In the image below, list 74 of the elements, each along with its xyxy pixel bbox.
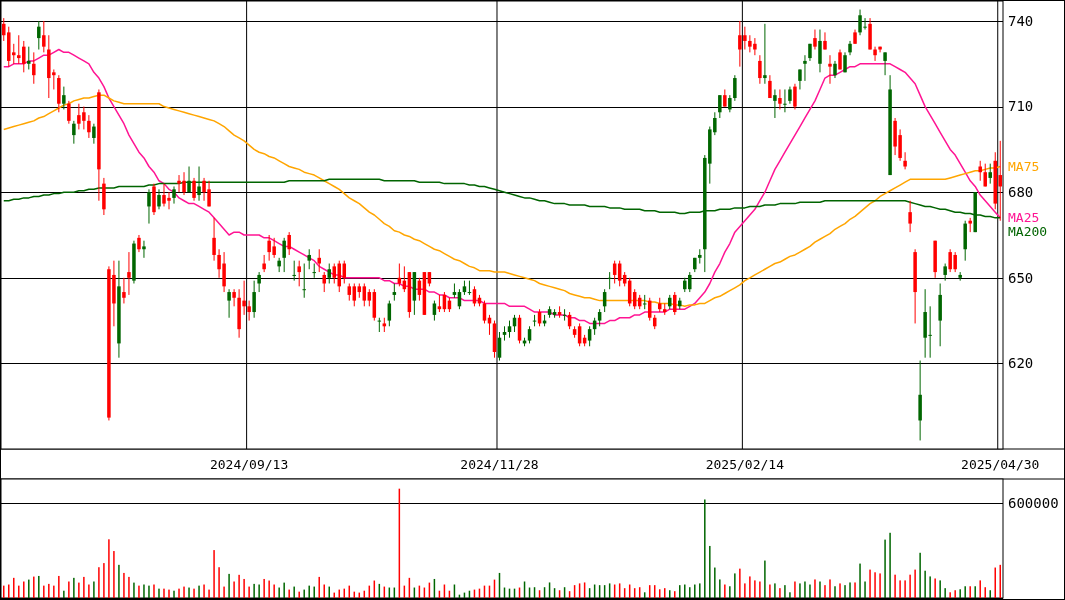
candlestick	[758, 54, 762, 85]
candlestick	[332, 263, 336, 284]
candlestick	[432, 300, 437, 322]
y-tick-label: 740	[1008, 12, 1034, 29]
candlestick	[287, 231, 291, 256]
candlestick	[262, 254, 266, 273]
candlestick	[302, 263, 306, 299]
candlestick	[322, 271, 326, 293]
candlestick	[147, 188, 151, 225]
candlestick	[793, 83, 797, 110]
candlestick	[317, 248, 321, 273]
candlestick	[803, 54, 807, 82]
candlestick	[92, 123, 96, 145]
x-tick-label: 2024/09/13	[209, 457, 289, 472]
y-tick-label: 600000	[1008, 494, 1059, 511]
candlestick	[37, 20, 41, 51]
series-label: MA25	[1008, 210, 1040, 226]
candlestick	[257, 271, 261, 293]
candlestick	[773, 88, 777, 119]
candlestick	[32, 51, 36, 85]
candlestick	[247, 300, 251, 322]
candlestick	[87, 114, 91, 139]
candlestick	[352, 283, 357, 307]
candlestick	[908, 200, 912, 233]
candlestick	[282, 237, 286, 273]
candlestick	[312, 263, 316, 279]
y-tick-label: 620	[1008, 355, 1034, 372]
candlestick	[172, 185, 176, 205]
candlestick	[673, 291, 677, 316]
candlestick	[212, 217, 216, 262]
candlestick	[72, 120, 76, 145]
y-tick-label: 710	[1008, 98, 1034, 115]
candlestick	[763, 23, 767, 85]
candlestick	[873, 46, 877, 62]
candlestick	[883, 51, 887, 76]
candlestick	[783, 88, 787, 113]
candlestick	[818, 29, 822, 73]
series-label: MA200	[1008, 224, 1048, 240]
candlestick	[62, 86, 66, 110]
x-tick-label: 2025/02/14	[705, 457, 785, 472]
series-label: MA75	[1008, 159, 1040, 175]
candlestick	[387, 300, 392, 327]
candlestick	[232, 288, 236, 307]
candlestick	[828, 54, 832, 85]
x-tick-label: 2025/04/30	[961, 457, 1040, 472]
candlestick	[157, 188, 161, 210]
candlestick	[42, 20, 46, 53]
candlestick	[778, 88, 782, 110]
candlestick	[798, 68, 802, 90]
candlestick	[297, 260, 301, 287]
candlestick	[292, 260, 296, 282]
y-tick-label: 650	[1008, 269, 1034, 286]
y-tick-label: 680	[1008, 184, 1034, 201]
candlestick	[718, 94, 722, 119]
candlestick	[27, 46, 31, 70]
candlestick	[127, 251, 131, 296]
candlestick	[67, 100, 71, 125]
candlestick	[227, 288, 231, 319]
candlestick	[142, 240, 146, 259]
candlestick	[978, 160, 982, 182]
candlestick	[823, 31, 827, 51]
candlestick	[122, 277, 126, 304]
candlestick	[362, 283, 367, 307]
x-tick-label: 2024/11/28	[460, 457, 539, 472]
candlestick	[587, 325, 592, 347]
candlestick	[252, 280, 256, 319]
candlestick	[192, 177, 196, 202]
candlestick	[482, 300, 487, 324]
candlestick	[813, 29, 817, 51]
candlestick	[327, 263, 331, 284]
candlestick	[988, 163, 992, 185]
candlestick	[307, 248, 311, 270]
candlestick	[903, 151, 907, 170]
candlestick	[733, 74, 737, 102]
